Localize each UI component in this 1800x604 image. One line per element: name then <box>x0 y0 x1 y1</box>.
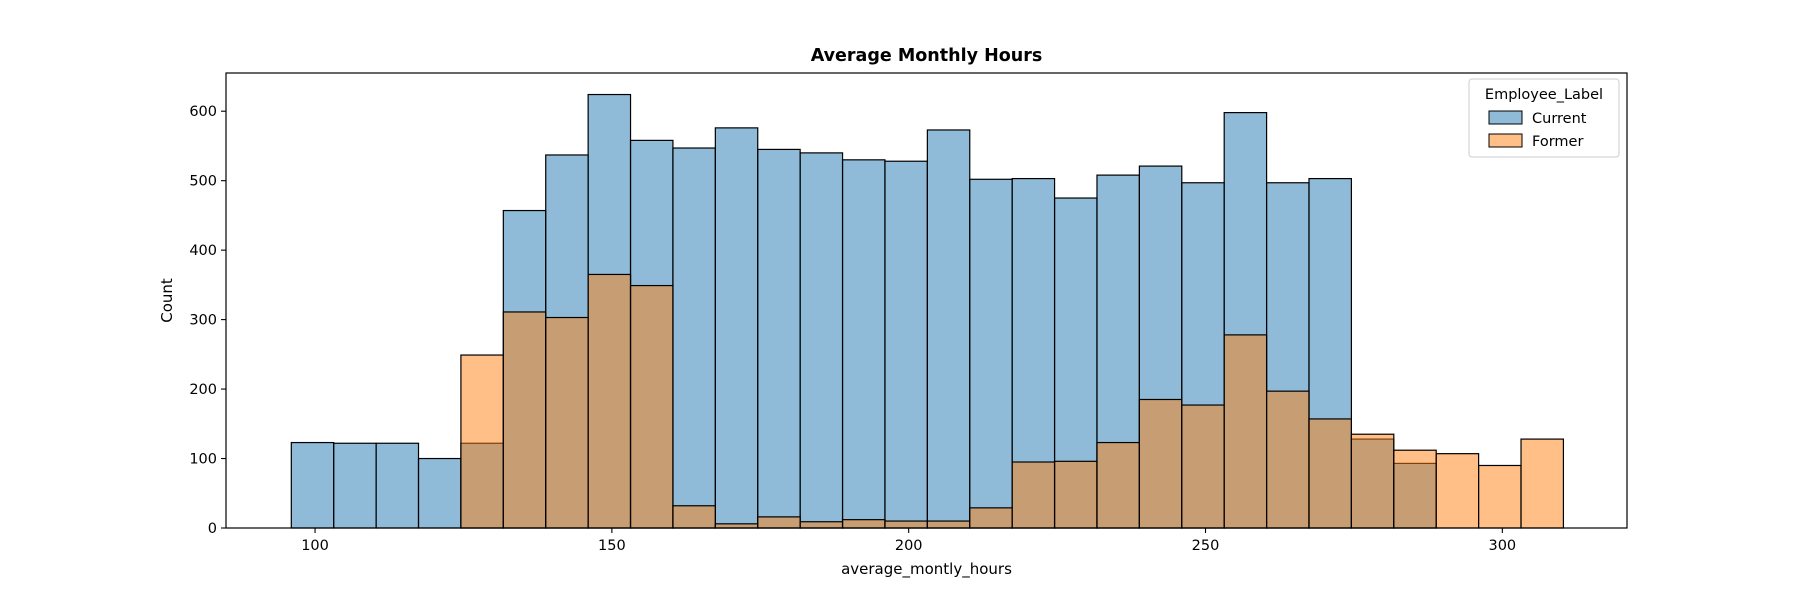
bar-former-16 <box>969 507 1013 529</box>
bar-former-11 <box>757 516 801 529</box>
bar-former-12 <box>799 521 844 529</box>
bar-former-5 <box>502 311 547 529</box>
bar-former-21 <box>1181 404 1225 529</box>
bar-former-10 <box>714 523 759 529</box>
bar-former-19 <box>1096 441 1140 529</box>
x-tick-label-200: 200 <box>895 538 923 554</box>
bar-current-10 <box>714 127 759 529</box>
legend-label-current: Current <box>1532 111 1587 127</box>
bar-former-28 <box>1478 464 1522 529</box>
bar-former-26 <box>1393 449 1437 529</box>
bar-former-27 <box>1435 453 1480 529</box>
bar-current-16 <box>969 178 1013 529</box>
ticks-layer: 100 150 200 250 300 0 100 200 300 400 500 600 <box>189 104 1516 554</box>
x-tick-label-250: 250 <box>1192 538 1220 554</box>
legend-title: Employee_Label <box>1485 87 1603 103</box>
chart-title: Average Monthly Hours <box>811 46 1043 66</box>
bar-former-13 <box>841 519 886 529</box>
x-tick-label-300: 300 <box>1488 538 1516 554</box>
bar-current-9 <box>672 147 716 529</box>
bar-former-6 <box>545 316 589 529</box>
x-axis-label: average_montly_hours <box>841 560 1012 579</box>
bar-former-4 <box>460 354 504 529</box>
bar-current-0 <box>290 441 335 529</box>
y-tick-label-400: 400 <box>189 243 217 259</box>
bar-former-9 <box>672 505 716 529</box>
y-axis-label: Count <box>158 278 176 323</box>
y-tick-label-200: 200 <box>189 382 217 398</box>
x-tick-label-150: 150 <box>598 538 626 554</box>
bar-former-15 <box>926 520 971 529</box>
bar-current-14 <box>884 160 928 529</box>
x-tick-label-100: 100 <box>301 538 329 554</box>
bar-former-20 <box>1138 398 1183 529</box>
bars-layer <box>290 93 1565 529</box>
y-tick-label-600: 600 <box>189 104 217 120</box>
bar-former-22 <box>1223 334 1268 529</box>
bar-current-1 <box>333 442 377 529</box>
bar-former-14 <box>884 520 928 529</box>
legend-label-former: Former <box>1532 134 1583 150</box>
legend: Employee_Label Current Former <box>1468 78 1620 158</box>
bar-former-8 <box>629 284 674 529</box>
bar-current-2 <box>375 442 420 529</box>
bar-current-15 <box>926 129 971 529</box>
bar-former-25 <box>1350 433 1395 529</box>
bar-former-18 <box>1053 460 1098 529</box>
bar-former-24 <box>1308 418 1353 529</box>
y-tick-label-300: 300 <box>189 313 217 329</box>
bar-current-11 <box>757 148 801 529</box>
y-tick-label-100: 100 <box>189 452 217 468</box>
bar-former-23 <box>1265 390 1310 529</box>
bar-former-7 <box>587 273 632 529</box>
y-tick-label-0: 0 <box>208 521 217 537</box>
y-tick-label-500: 500 <box>189 174 217 190</box>
plot-frame <box>225 72 1628 529</box>
bar-former-17 <box>1011 461 1056 529</box>
legend-swatch-current <box>1488 110 1523 125</box>
bar-current-12 <box>799 152 844 529</box>
bar-current-13 <box>841 159 886 529</box>
bar-former-29 <box>1520 438 1565 529</box>
bar-current-3 <box>417 457 462 529</box>
legend-swatch-former <box>1488 133 1523 148</box>
